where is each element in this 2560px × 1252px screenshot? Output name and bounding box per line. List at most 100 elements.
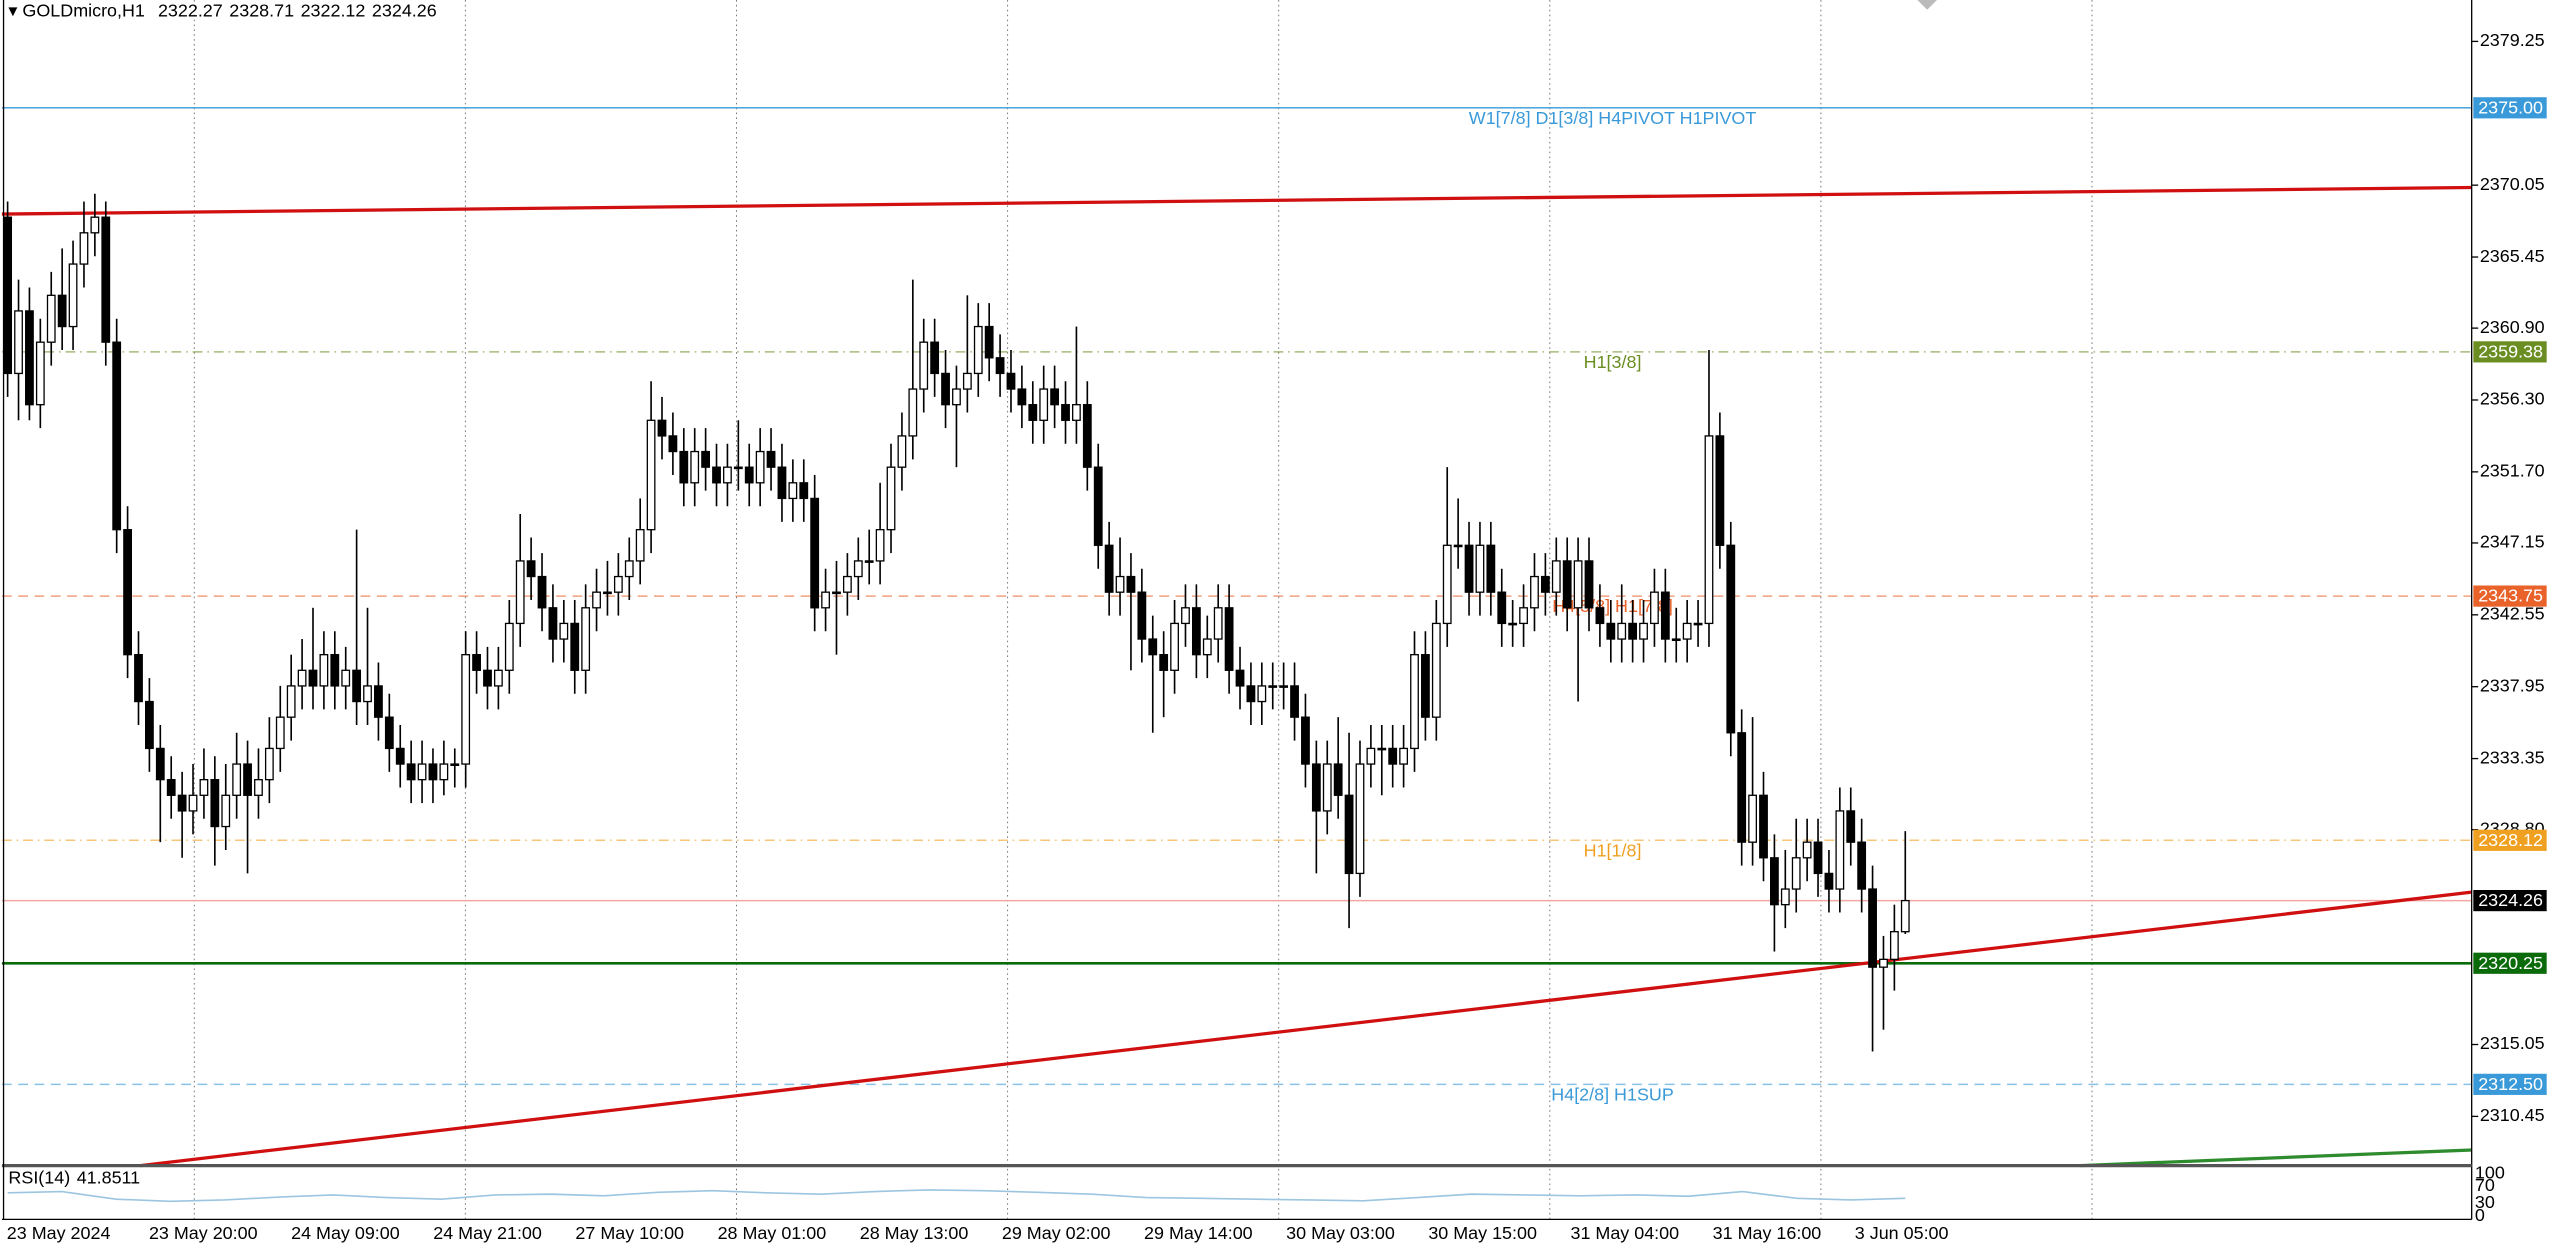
candle-body	[221, 794, 231, 828]
y-tick-label: 2379.25	[2480, 30, 2545, 50]
y-tick-label: 2365.45	[2480, 246, 2545, 266]
x-tick-label: 31 May 16:00	[1713, 1223, 1822, 1243]
candle-body	[1857, 841, 1867, 890]
y-tick-label: 2351.70	[2480, 461, 2545, 481]
price-tag-label: 2343.75	[2478, 586, 2543, 606]
x-tick-label: 29 May 02:00	[1002, 1223, 1111, 1243]
candle-body	[897, 435, 907, 468]
x-tick-label: 30 May 15:00	[1428, 1223, 1537, 1243]
candle-body	[1715, 435, 1725, 546]
candle-body	[570, 622, 580, 671]
candle-body	[701, 450, 711, 468]
candle-body	[1191, 607, 1201, 656]
menu-arrow: ▾	[8, 0, 22, 20]
candle-body	[3, 216, 13, 375]
candle-body	[166, 779, 176, 796]
candle-body	[1562, 560, 1572, 609]
candle-body	[744, 466, 754, 484]
x-tick-label: 28 May 13:00	[860, 1223, 969, 1243]
price-tag-label: 2320.25	[2478, 953, 2543, 973]
candle-body	[1453, 544, 1463, 548]
candle-body	[406, 763, 416, 781]
candle-body	[472, 654, 481, 671]
candle-body	[79, 232, 89, 265]
x-tick-label: 31 May 04:00	[1571, 1223, 1680, 1243]
candle-body	[134, 654, 143, 703]
y-tick-label: 2342.55	[2480, 604, 2545, 624]
candle-body	[1431, 622, 1441, 718]
low: 2322.12	[301, 0, 366, 20]
candle-body	[417, 763, 427, 781]
candle-body	[635, 529, 645, 562]
candle-body	[1540, 575, 1550, 593]
rsi-tick-label: 100	[2475, 1162, 2505, 1182]
candle-body	[101, 216, 111, 343]
x-tick-label: 29 May 14:00	[1144, 1223, 1253, 1243]
candle-body	[832, 591, 841, 595]
candle-body	[14, 310, 23, 375]
candle-body	[46, 294, 56, 343]
candle-body	[177, 794, 187, 812]
candle-body	[1093, 466, 1103, 546]
candle-body	[624, 560, 634, 578]
candle-body	[1486, 544, 1496, 593]
candle-body	[1813, 841, 1823, 875]
candle-body	[90, 216, 100, 234]
candle-body	[1770, 857, 1779, 906]
candle-body	[559, 622, 569, 640]
close: 2324.26	[372, 0, 437, 20]
candle-body	[1399, 747, 1409, 765]
rsi-label: RSI(14) 41.8511	[8, 1167, 140, 1187]
candle-body	[1606, 622, 1616, 640]
candle-body	[1181, 607, 1190, 625]
candle-body	[1639, 622, 1648, 640]
candle-body	[395, 747, 405, 765]
candle-body	[1170, 622, 1179, 671]
candle-body	[1726, 544, 1736, 734]
candle-body	[1344, 794, 1354, 875]
rsi-value: 41.8511	[77, 1167, 140, 1187]
level-text: H1[1/8]	[1584, 840, 1642, 860]
candle-body	[1737, 732, 1747, 843]
candle-body	[1050, 388, 1060, 406]
candle-body	[777, 466, 787, 500]
level-text: H1[3/8]	[1584, 352, 1642, 372]
candle-body	[864, 560, 874, 563]
y-tick-label: 2310.45	[2480, 1105, 2545, 1125]
candle-body	[25, 310, 34, 406]
candle-body	[526, 560, 536, 578]
candle-body	[1475, 544, 1485, 593]
candle-body	[1464, 544, 1474, 593]
candle-body	[548, 607, 558, 640]
candle-body	[1159, 654, 1169, 671]
candle-body	[930, 341, 940, 375]
candle-body	[1508, 622, 1518, 626]
candle-body	[1421, 654, 1430, 718]
candle-body	[439, 763, 449, 781]
candle-body	[973, 325, 983, 375]
candle-body	[537, 575, 547, 609]
candle-body	[1301, 716, 1310, 765]
candle-body	[690, 450, 700, 484]
candle-body	[1671, 638, 1681, 642]
candle-body	[1006, 372, 1016, 390]
candle-body	[428, 763, 438, 781]
candle-body	[363, 685, 372, 703]
candle-body	[1889, 931, 1899, 961]
symbol: GOLDmicro,H1	[22, 0, 145, 20]
candle-body	[908, 388, 918, 437]
candle-body	[210, 779, 220, 828]
candle-body	[1061, 404, 1070, 421]
candle-body	[1791, 857, 1801, 890]
levels: W1[7/8] D1[3/8] H4PIVOT H1PIVOT H1[3/8] H4…	[1, 107, 2472, 1104]
price-tag-label: 2312.50	[2478, 1074, 2543, 1094]
candle-body	[1497, 591, 1507, 625]
candle-body	[668, 435, 678, 453]
candle-body	[1693, 622, 1703, 626]
y-tick-label: 2356.30	[2480, 389, 2545, 409]
candle-body	[581, 607, 591, 671]
candle-body	[145, 700, 154, 750]
candle-body	[984, 325, 994, 359]
candle-body	[1115, 575, 1125, 593]
y-tick-label: 2337.95	[2480, 675, 2545, 695]
